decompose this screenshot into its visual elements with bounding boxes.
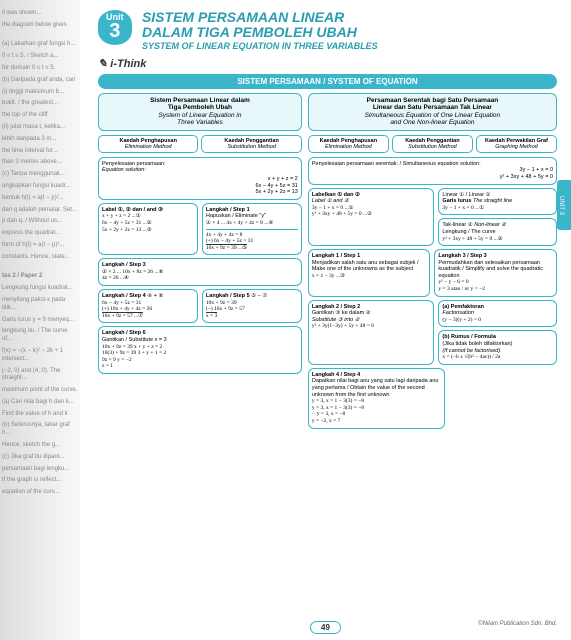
- prev-page-sliver: it was shown...the diagram below gives (…: [0, 0, 80, 640]
- method-sub-l: Kaedah PenggantianSubstitution Method: [201, 135, 301, 153]
- title-line1: SISTEM PERSAMAAN LINEAR: [142, 10, 378, 25]
- box-formula-b: (b) Rumus / Formula(Jika tidak boleh dif…: [438, 330, 557, 364]
- hdr-right: Persamaan Serentak bagi Satu PersamaanLi…: [308, 93, 557, 131]
- box-eq-r: Penyelesaian persamaan serentak: / Simul…: [308, 157, 557, 185]
- box-step4: Langkah / Step 4 ④ + ⑥ 6x − 4y + 5z = 31…: [98, 289, 198, 323]
- box-linear: Linear ① / Linear ①Garis lurus The strai…: [438, 188, 557, 216]
- box-factor-a: (a) PemfaktoranFactorisation (y − 3)(y +…: [438, 300, 557, 328]
- left-column: Sistem Persamaan Linear dalamTiga Pembol…: [98, 93, 302, 432]
- box-r-step1: Langkah 1 / Step 1Menjadikan salah satu …: [308, 249, 431, 297]
- box-eq-l: Penyelesaian persamaan:Equation solution…: [98, 157, 302, 200]
- box-step3: Langkah / Step 3 ② × 2 ... 10x + 8z = 26…: [98, 258, 302, 286]
- page-number: 49: [310, 621, 341, 634]
- method-elim-r: Kaedah PenghapusanElimination Method: [308, 135, 389, 153]
- method-sub-r: Kaedah PenggantianSubstitution Method: [392, 135, 473, 153]
- top-banner: SISTEM PERSAMAAN / SYSTEM OF EQUATION: [98, 74, 557, 89]
- method-elim-l: Kaedah PenghapusanElimination Method: [98, 135, 198, 153]
- title-sub: SYSTEM OF LINEAR EQUATION IN THREE VARIA…: [142, 41, 378, 51]
- hdr-left: Sistem Persamaan Linear dalamTiga Pembol…: [98, 93, 302, 131]
- ithink-label: i-Think: [98, 57, 557, 70]
- box-step5: Langkah / Step 5 ⑤ − ⑦ 10x + 9z = 39(−) …: [202, 289, 302, 323]
- box-r-step3: Langkah 3 / Step 3Permudahkan dan selesa…: [434, 249, 557, 297]
- method-graph-r: Kaedah Perwakilan GrafGraphing Method: [476, 135, 557, 153]
- unit-badge: Unit3: [98, 10, 132, 45]
- publisher: ©Nilam Publication Sdn. Bhd.: [478, 621, 557, 627]
- box-r-step2: Langkah 2 / Step 2Gantikan ③ ke dalam ②S…: [308, 300, 435, 365]
- box-step1: Langkah / Step 1Hapuskan / Eliminate "y"…: [202, 203, 302, 256]
- right-column: Persamaan Serentak bagi Satu PersamaanLi…: [308, 93, 557, 432]
- footer: 49 ©Nilam Publication Sdn. Bhd.: [80, 621, 571, 634]
- box-r-step4: Langkah 4 / Step 4Dapatkan nilai bagi an…: [308, 368, 445, 429]
- box-nonlinear: Tak-linear ② Non-linear ②Lengkung / The …: [438, 218, 557, 246]
- box-label: Label ①, ② dan / and ③ x + y + z = 2 ...…: [98, 203, 198, 256]
- box-step6: Langkah / Step 6Gantikan / Substitute x …: [98, 326, 302, 374]
- header: Unit3 SISTEM PERSAMAAN LINEAR DALAM TIGA…: [98, 10, 557, 51]
- side-tab: UNIT 3: [557, 180, 571, 230]
- box-label-r: Labelkan ① dan ②Label ① and ② 3y − 1 + x…: [308, 188, 435, 247]
- main-page: UNIT 3 Unit3 SISTEM PERSAMAAN LINEAR DAL…: [80, 0, 571, 640]
- title-line2: DALAM TIGA PEMBOLEH UBAH: [142, 25, 378, 40]
